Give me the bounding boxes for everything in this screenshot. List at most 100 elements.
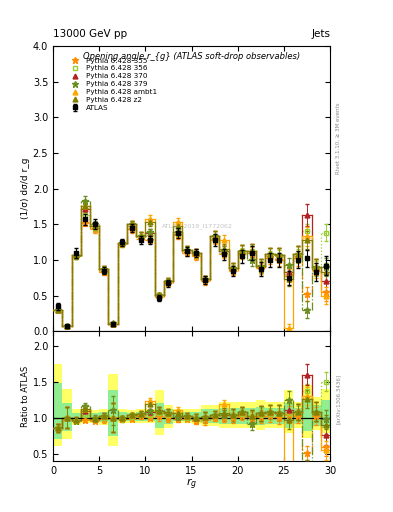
Pythia 6.428 370	[55, 307, 60, 313]
Pythia 6.428 356	[92, 225, 97, 231]
Pythia 6.428 ambt1	[157, 292, 162, 298]
Pythia 6.428 355	[175, 232, 180, 238]
Pythia 6.428 356	[277, 253, 282, 260]
Pythia 6.428 ambt1	[111, 321, 116, 327]
Pythia 6.428 z2	[92, 223, 97, 229]
Pythia 6.428 355	[74, 253, 79, 260]
Pythia 6.428 355	[268, 255, 272, 262]
Pythia 6.428 370	[222, 248, 226, 254]
Pythia 6.428 z2	[231, 265, 235, 271]
Pythia 6.428 379	[166, 278, 171, 284]
Pythia 6.428 379	[277, 252, 282, 258]
Pythia 6.428 379	[259, 263, 263, 269]
Pythia 6.428 356	[129, 223, 134, 229]
Y-axis label: Ratio to ATLAS: Ratio to ATLAS	[21, 366, 30, 426]
Pythia 6.428 379	[305, 307, 309, 313]
Pythia 6.428 355	[166, 281, 171, 287]
Pythia 6.428 356	[249, 248, 254, 254]
Pythia 6.428 370	[148, 230, 152, 236]
Pythia 6.428 z2	[120, 240, 125, 246]
Pythia 6.428 355	[231, 268, 235, 274]
Line: Pythia 6.428 z2: Pythia 6.428 z2	[55, 204, 328, 329]
Pythia 6.428 370	[101, 266, 106, 272]
Pythia 6.428 355	[277, 257, 282, 263]
Pythia 6.428 379	[138, 232, 143, 239]
Pythia 6.428 379	[212, 233, 217, 240]
Pythia 6.428 356	[120, 241, 125, 247]
Pythia 6.428 z2	[101, 266, 106, 272]
Pythia 6.428 z2	[268, 251, 272, 258]
Pythia 6.428 z2	[74, 252, 79, 258]
Legend: Pythia 6.428 355, Pythia 6.428 356, Pythia 6.428 370, Pythia 6.428 379, Pythia 6: Pythia 6.428 355, Pythia 6.428 356, Pyth…	[65, 55, 159, 113]
Line: Pythia 6.428 ambt1: Pythia 6.428 ambt1	[55, 204, 328, 330]
Pythia 6.428 ambt1	[74, 252, 79, 258]
Pythia 6.428 ambt1	[64, 323, 69, 329]
Pythia 6.428 355	[83, 220, 88, 226]
Pythia 6.428 356	[296, 252, 300, 259]
Pythia 6.428 379	[120, 240, 125, 246]
Pythia 6.428 355	[212, 237, 217, 243]
Pythia 6.428 356	[148, 233, 152, 240]
Pythia 6.428 379	[148, 229, 152, 235]
Pythia 6.428 z2	[64, 323, 69, 329]
X-axis label: $r_g$: $r_g$	[186, 477, 197, 493]
Pythia 6.428 z2	[222, 246, 226, 252]
Pythia 6.428 370	[203, 276, 208, 282]
Pythia 6.428 379	[55, 307, 60, 313]
Pythia 6.428 356	[157, 292, 162, 298]
Pythia 6.428 ambt1	[175, 219, 180, 225]
Pythia 6.428 355	[203, 278, 208, 284]
Pythia 6.428 356	[55, 307, 60, 313]
Pythia 6.428 z2	[138, 232, 143, 239]
Pythia 6.428 370	[277, 252, 282, 258]
Pythia 6.428 356	[231, 266, 235, 272]
Pythia 6.428 356	[166, 279, 171, 285]
Text: 13000 GeV pp: 13000 GeV pp	[53, 29, 127, 39]
Text: Jets: Jets	[311, 29, 330, 39]
Pythia 6.428 370	[138, 232, 143, 239]
Pythia 6.428 355	[286, 272, 291, 279]
Pythia 6.428 355	[259, 265, 263, 271]
Pythia 6.428 370	[268, 251, 272, 258]
Pythia 6.428 356	[212, 236, 217, 242]
Pythia 6.428 370	[64, 323, 69, 329]
Pythia 6.428 ambt1	[120, 240, 125, 246]
Pythia 6.428 ambt1	[129, 221, 134, 227]
Pythia 6.428 370	[194, 250, 198, 256]
Pythia 6.428 370	[129, 221, 134, 227]
Pythia 6.428 370	[157, 292, 162, 298]
Pythia 6.428 370	[175, 229, 180, 235]
Pythia 6.428 356	[203, 277, 208, 283]
Pythia 6.428 370	[83, 205, 88, 211]
Pythia 6.428 355	[157, 294, 162, 300]
Pythia 6.428 370	[323, 278, 328, 284]
Pythia 6.428 ambt1	[323, 292, 328, 298]
Pythia 6.428 370	[240, 248, 245, 254]
Pythia 6.428 356	[222, 250, 226, 256]
Pythia 6.428 356	[194, 251, 198, 258]
Pythia 6.428 370	[111, 321, 116, 327]
Pythia 6.428 z2	[129, 221, 134, 227]
Pythia 6.428 355	[92, 226, 97, 232]
Pythia 6.428 356	[138, 234, 143, 240]
Pythia 6.428 355	[148, 237, 152, 243]
Pythia 6.428 370	[74, 252, 79, 258]
Pythia 6.428 z2	[296, 251, 300, 258]
Pythia 6.428 ambt1	[314, 264, 319, 270]
Pythia 6.428 z2	[212, 233, 217, 240]
Text: Rivet 3.1.10, ≥ 3M events: Rivet 3.1.10, ≥ 3M events	[336, 102, 341, 174]
Pythia 6.428 ambt1	[277, 252, 282, 258]
Pythia 6.428 356	[111, 321, 116, 327]
Text: ATLAS_2019_I1772062: ATLAS_2019_I1772062	[162, 223, 233, 228]
Pythia 6.428 356	[240, 250, 245, 256]
Line: Pythia 6.428 370: Pythia 6.428 370	[55, 206, 328, 329]
Pythia 6.428 356	[185, 248, 189, 254]
Pythia 6.428 370	[305, 212, 309, 218]
Pythia 6.428 370	[120, 240, 125, 246]
Pythia 6.428 ambt1	[92, 223, 97, 229]
Pythia 6.428 370	[231, 265, 235, 271]
Pythia 6.428 355	[55, 307, 60, 313]
Pythia 6.428 z2	[203, 276, 208, 282]
Pythia 6.428 379	[175, 229, 180, 235]
Pythia 6.428 355	[120, 241, 125, 247]
